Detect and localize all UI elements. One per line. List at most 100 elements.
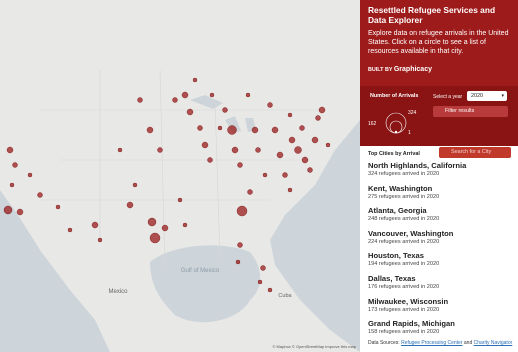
year-value: 2020 bbox=[471, 93, 483, 99]
description: Explore data on refugee arrivals in the … bbox=[368, 30, 509, 55]
city-circle[interactable] bbox=[267, 102, 273, 108]
city-circle[interactable] bbox=[126, 201, 134, 209]
city-circle[interactable] bbox=[192, 77, 198, 83]
city-circle[interactable] bbox=[55, 204, 61, 210]
city-circle[interactable] bbox=[301, 156, 309, 164]
city-circle[interactable] bbox=[262, 172, 268, 178]
city-circle[interactable] bbox=[236, 205, 248, 217]
side-panel: Resettled Refugee Services and Data Expl… bbox=[360, 0, 518, 352]
footer-prefix: Data Sources: bbox=[368, 340, 400, 346]
city-name[interactable]: Milwaukee, Wisconsin bbox=[368, 296, 449, 306]
city-circle[interactable] bbox=[222, 107, 228, 113]
year-label: Select a year bbox=[433, 94, 463, 100]
city-circle[interactable] bbox=[294, 146, 302, 154]
city-name[interactable]: Dallas, Texas bbox=[368, 274, 416, 283]
city-circle[interactable] bbox=[27, 172, 33, 178]
city-circle[interactable] bbox=[9, 182, 15, 188]
map-label: Cuba bbox=[278, 293, 292, 299]
city-detail: 224 refugees arrived in 2020 bbox=[368, 238, 440, 245]
city-detail: 176 refugees arrived in 2020 bbox=[368, 284, 440, 290]
city-circle[interactable] bbox=[311, 136, 319, 144]
city-circle[interactable] bbox=[6, 146, 14, 154]
filter-button[interactable]: Filter results bbox=[433, 106, 508, 117]
city-circle[interactable] bbox=[260, 265, 266, 271]
city-circle[interactable] bbox=[91, 221, 99, 229]
city-circle[interactable] bbox=[235, 259, 241, 265]
city-name[interactable]: North Highlands, California bbox=[368, 161, 467, 170]
city-circle[interactable] bbox=[16, 208, 24, 216]
city-circle[interactable] bbox=[325, 142, 331, 148]
city-circle[interactable] bbox=[287, 187, 293, 193]
city-circle[interactable] bbox=[287, 112, 293, 118]
city-circle[interactable] bbox=[315, 115, 321, 121]
map: Gulf of Mexico Mexico Cuba © Mapbox © Op… bbox=[0, 69, 360, 352]
city-circle[interactable] bbox=[132, 182, 138, 188]
legend-circle bbox=[394, 130, 398, 134]
header: Resettled Refugee Services and Data Expl… bbox=[360, 0, 518, 86]
city-detail: 324 refugees arrived in 2020 bbox=[368, 171, 440, 177]
city-circle[interactable] bbox=[227, 125, 237, 135]
city-circle[interactable] bbox=[217, 125, 223, 131]
source-link[interactable]: Charity Navigator bbox=[473, 340, 513, 346]
city-circle[interactable] bbox=[146, 126, 154, 134]
legend-label: 162 bbox=[368, 121, 377, 127]
city-circle[interactable] bbox=[12, 162, 18, 168]
city-circle[interactable] bbox=[182, 222, 188, 228]
city-circle[interactable] bbox=[97, 237, 103, 243]
city-circle[interactable] bbox=[149, 232, 161, 244]
city-name[interactable]: Kent, Washington bbox=[368, 183, 433, 193]
city-circle[interactable] bbox=[137, 97, 143, 103]
legend-label: 1 bbox=[408, 130, 411, 136]
pacific bbox=[0, 190, 110, 352]
city-circle[interactable] bbox=[67, 227, 73, 233]
city-circle[interactable] bbox=[288, 136, 296, 144]
attribution: © Mapbox © OpenStreetMap Improve this ma… bbox=[273, 344, 357, 349]
city-circle[interactable] bbox=[207, 157, 213, 163]
city-circle[interactable] bbox=[255, 147, 261, 153]
city-circle[interactable] bbox=[157, 147, 163, 153]
city-circle[interactable] bbox=[251, 126, 259, 134]
list-title: Top Cities by Arrival bbox=[368, 151, 420, 157]
city-circle[interactable] bbox=[181, 91, 189, 99]
built-by-label: BUILT BY bbox=[368, 67, 393, 73]
city-circle[interactable] bbox=[299, 125, 305, 131]
city-circle[interactable] bbox=[307, 167, 313, 173]
city-name[interactable]: Atlanta, Georgia bbox=[368, 206, 427, 216]
city-circle[interactable] bbox=[237, 162, 243, 168]
city-circle[interactable] bbox=[161, 224, 169, 232]
city-name[interactable]: Grand Rapids, Michigan bbox=[368, 319, 455, 329]
city-name[interactable]: Vancouver, Washington bbox=[368, 228, 454, 238]
search-box[interactable]: Search for a City bbox=[439, 147, 511, 158]
city-circle[interactable] bbox=[197, 125, 203, 131]
city-circle[interactable] bbox=[237, 242, 243, 248]
built-by: BUILT BY Graphicacy bbox=[368, 66, 432, 73]
source-link[interactable]: Refugee Processing Center bbox=[401, 340, 463, 346]
city-circle[interactable] bbox=[267, 287, 273, 293]
city-circle[interactable] bbox=[282, 172, 288, 178]
city-circle[interactable] bbox=[147, 217, 157, 227]
city-name[interactable]: Houston, Texas bbox=[368, 251, 424, 261]
year-select[interactable]: 2020 ▾ bbox=[467, 91, 507, 101]
legend-panel: Number of Arrivals 324 162 1 Select a ye… bbox=[360, 86, 518, 146]
city-circle[interactable] bbox=[257, 279, 263, 285]
brand: Graphicacy bbox=[393, 66, 432, 73]
city-circle[interactable] bbox=[37, 192, 43, 198]
city-circle[interactable] bbox=[3, 205, 13, 215]
legend-title: Number of Arrivals bbox=[370, 93, 419, 99]
city-circle[interactable] bbox=[247, 189, 253, 195]
city-detail: 275 refugees arrived in 2020 bbox=[368, 193, 440, 200]
search-placeholder: Search for a City bbox=[451, 149, 492, 155]
city-circle[interactable] bbox=[201, 141, 209, 149]
map-label: Gulf of Mexico bbox=[181, 268, 220, 274]
city-circle[interactable] bbox=[186, 108, 194, 116]
city-circle[interactable] bbox=[177, 197, 183, 203]
city-circle[interactable] bbox=[276, 151, 284, 159]
city-circle[interactable] bbox=[231, 146, 239, 154]
city-circle[interactable] bbox=[318, 106, 326, 114]
city-circle[interactable] bbox=[117, 147, 123, 153]
city-circle[interactable] bbox=[271, 126, 279, 134]
city-circle[interactable] bbox=[172, 97, 178, 103]
city-circle[interactable] bbox=[245, 92, 251, 98]
city-circle[interactable] bbox=[209, 92, 215, 98]
